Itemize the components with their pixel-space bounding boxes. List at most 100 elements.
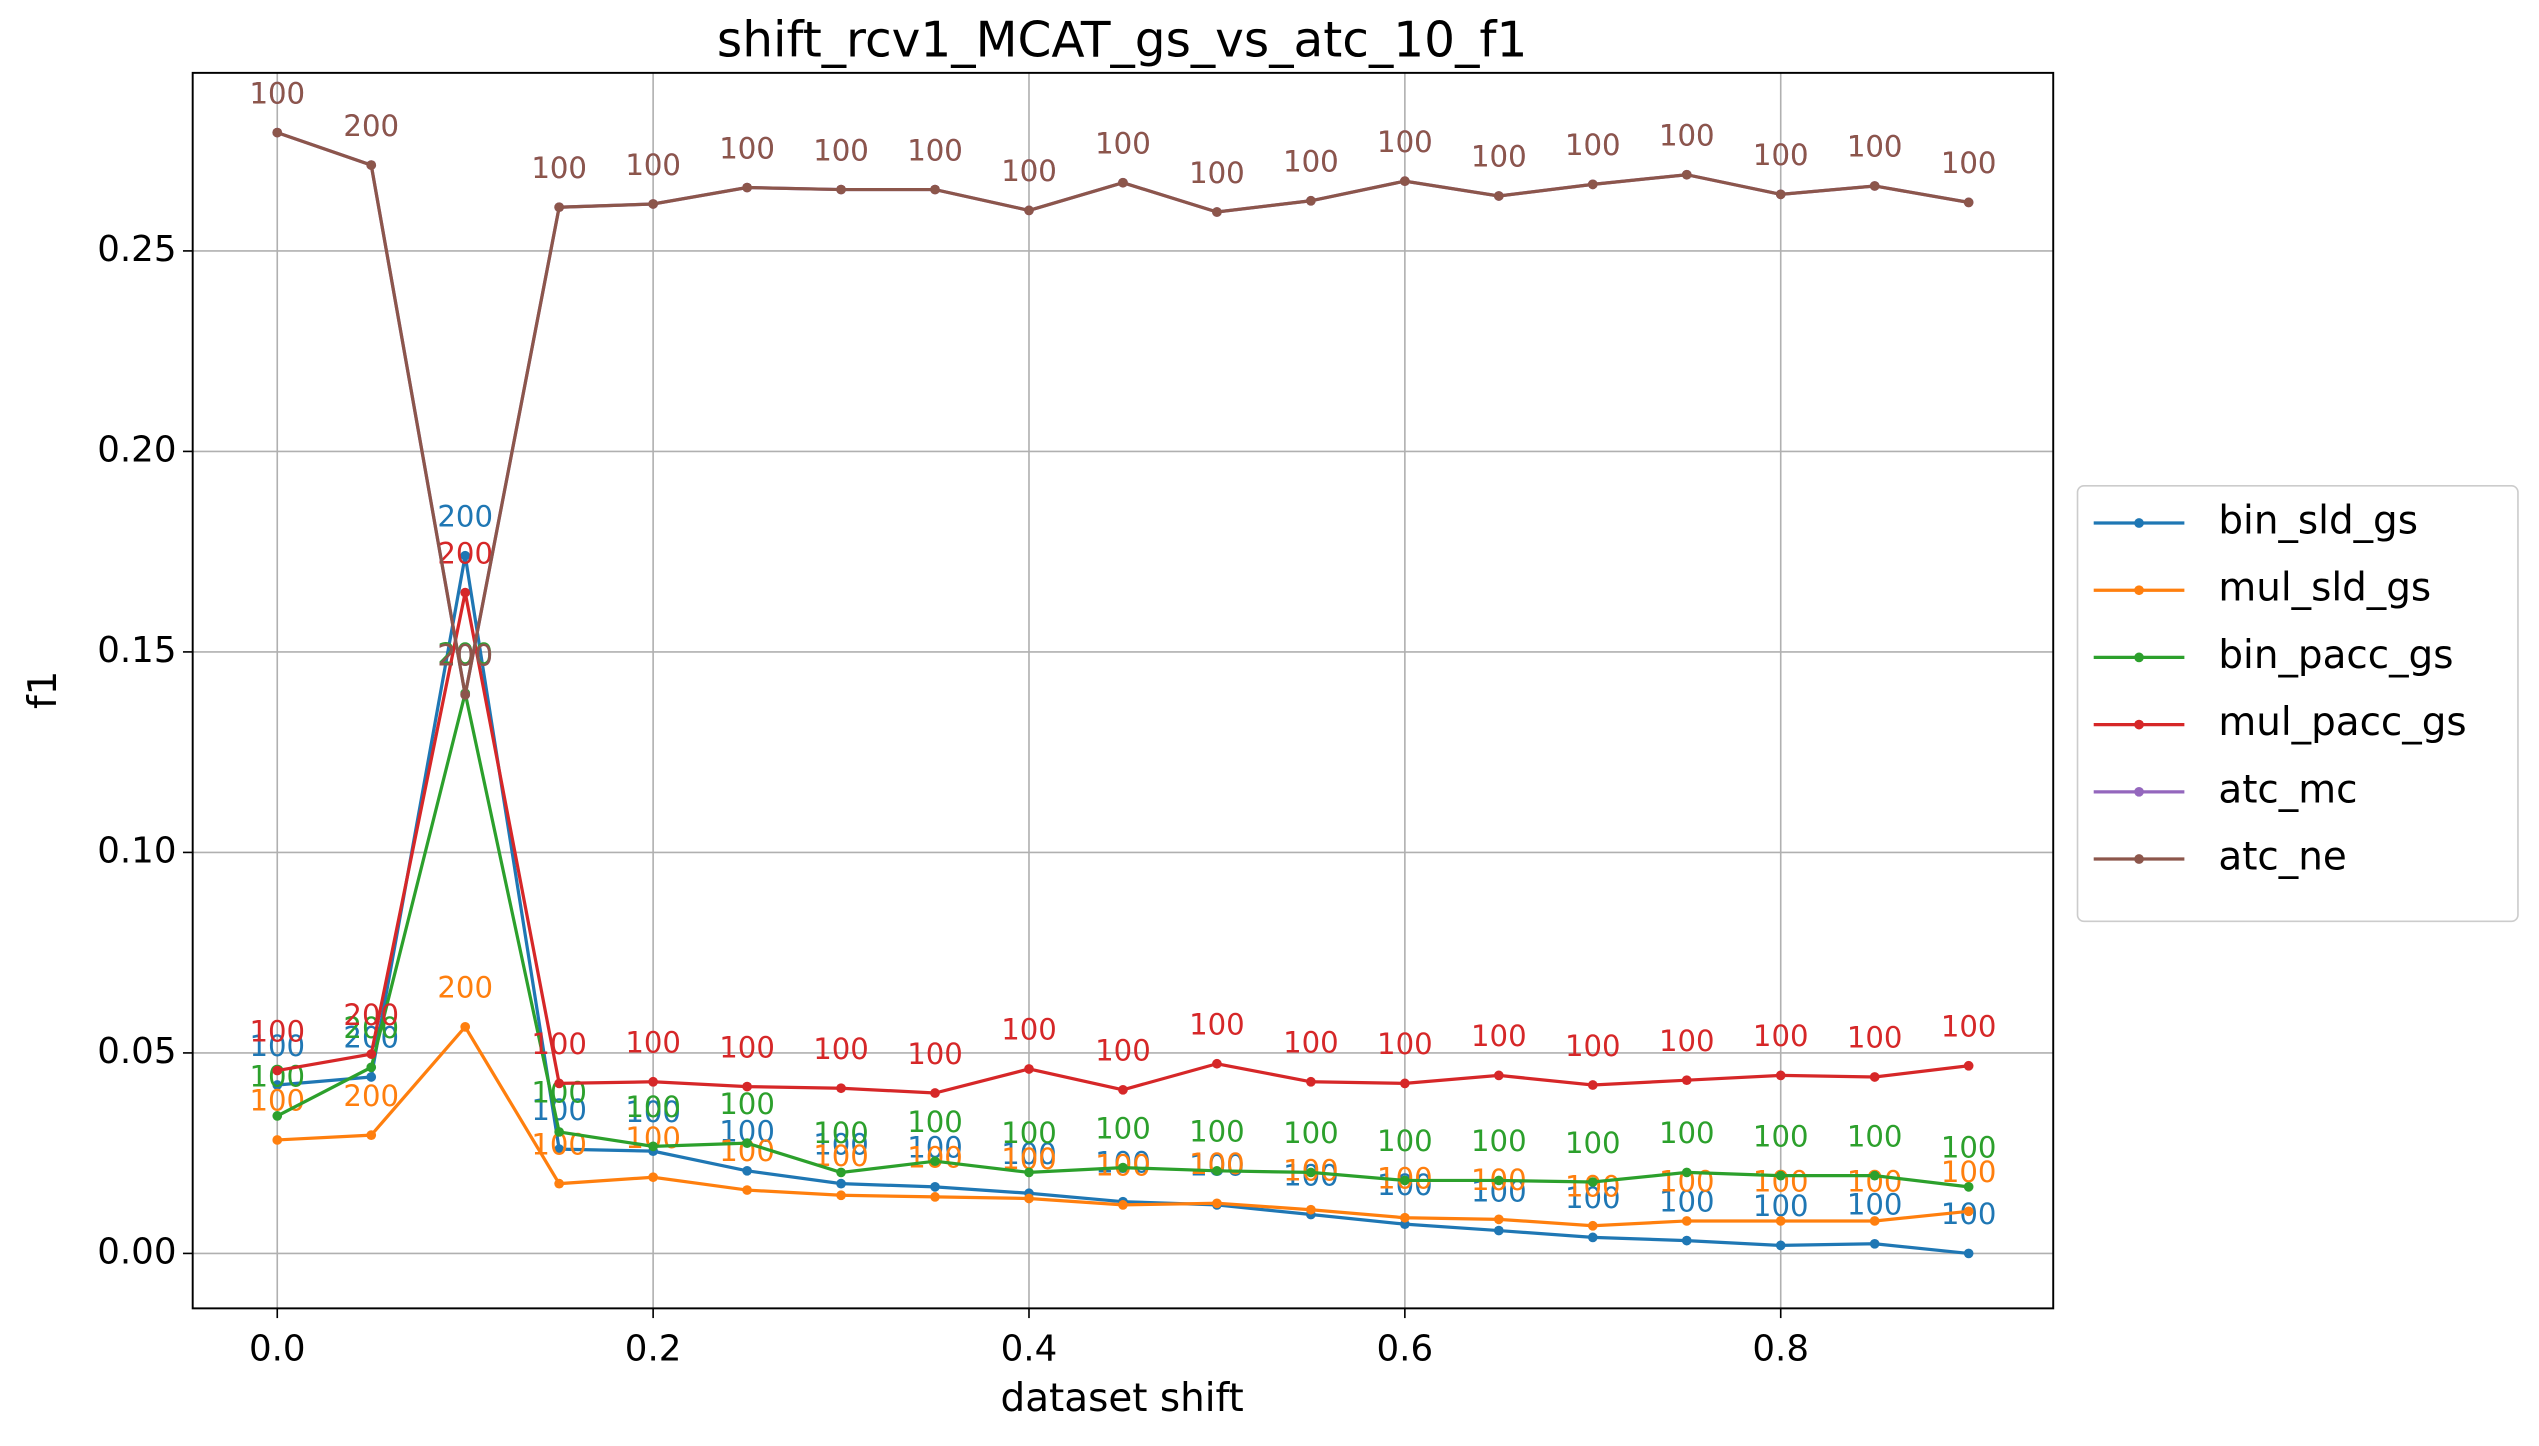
data-point (648, 1076, 658, 1087)
data-label: 100 (1095, 1034, 1151, 1068)
data-label: 100 (249, 1014, 305, 1048)
data-label: 200 (437, 536, 493, 570)
legend-marker (2134, 719, 2144, 730)
data-point (1587, 1080, 1598, 1090)
data-label: 100 (1471, 1124, 1527, 1158)
y-tick-label: 0.00 (97, 1231, 176, 1272)
data-label: 100 (1189, 1008, 1245, 1042)
data-point (366, 1062, 377, 1073)
data-label: 100 (249, 76, 305, 110)
data-label: 100 (1283, 145, 1339, 179)
data-label: 200 (437, 637, 493, 671)
y-axis-label: f1 (21, 671, 66, 709)
data-label: 100 (531, 1027, 587, 1061)
data-point (1869, 1238, 1880, 1249)
data-point (1587, 1220, 1598, 1231)
data-label: 100 (1377, 125, 1433, 159)
data-point (1869, 181, 1880, 191)
legend-label: atc_mc (2218, 767, 2357, 812)
data-label: 100 (531, 1093, 587, 1127)
data-label: 100 (625, 1090, 681, 1124)
data-label: 100 (813, 1127, 869, 1161)
data-label: 100 (1659, 1184, 1715, 1218)
data-point (1118, 1200, 1128, 1210)
data-point (1399, 1175, 1410, 1186)
data-label: 100 (1189, 1115, 1245, 1149)
data-point (836, 184, 846, 195)
data-label: 100 (531, 151, 587, 185)
data-point (1775, 1216, 1786, 1226)
data-point (1681, 1075, 1692, 1086)
data-label: 100 (1471, 1019, 1527, 1053)
data-point (1681, 1216, 1692, 1226)
data-point (1963, 1182, 1974, 1192)
data-label: 100 (1189, 156, 1245, 190)
data-point (1493, 1070, 1504, 1081)
data-label: 100 (1847, 130, 1903, 164)
data-label: 100 (1941, 1131, 1997, 1165)
data-label: 100 (1847, 130, 1903, 164)
data-point (836, 1178, 846, 1189)
data-point (648, 1172, 658, 1183)
data-point (742, 1185, 752, 1195)
legend-marker (2134, 585, 2144, 596)
data-point (648, 1141, 658, 1152)
x-axis-label: dataset shift (1001, 1376, 1244, 1421)
data-label: 100 (1753, 1119, 1809, 1153)
legend-box (2076, 484, 2519, 923)
data-label: 100 (1659, 118, 1715, 152)
data-label: 100 (1565, 1029, 1621, 1063)
data-point (836, 1190, 846, 1201)
x-tick-label: 0.4 (1001, 1328, 1058, 1369)
data-point (930, 1156, 940, 1167)
data-label: 100 (1659, 118, 1715, 152)
data-label: 200 (343, 998, 399, 1032)
data-label: 100 (1753, 138, 1809, 172)
data-point (1681, 1167, 1692, 1178)
data-point (366, 1049, 377, 1059)
data-point (1963, 1248, 1974, 1259)
data-point (1869, 1072, 1880, 1082)
data-point (1681, 1235, 1692, 1246)
data-label: 100 (1377, 1124, 1433, 1158)
y-tick-label: 0.10 (97, 830, 176, 871)
data-label: 100 (1283, 1116, 1339, 1150)
x-tick-label: 0.0 (249, 1328, 306, 1369)
data-point (1024, 205, 1034, 216)
data-point (1306, 1204, 1316, 1215)
data-point (1775, 1170, 1786, 1181)
series-line (276, 592, 1969, 1095)
data-label: 100 (1095, 126, 1151, 160)
data-point (836, 1167, 846, 1178)
data-point (272, 1135, 283, 1145)
data-point (836, 1083, 846, 1094)
data-label: 100 (625, 1095, 681, 1129)
data-label: 200 (437, 639, 493, 673)
data-point (1399, 1078, 1410, 1089)
data-label: 100 (719, 131, 775, 165)
data-label: 200 (437, 639, 493, 673)
y-tick-label: 0.15 (97, 630, 176, 671)
data-label: 100 (1189, 156, 1245, 190)
data-point (1493, 1225, 1504, 1236)
data-point (1118, 177, 1128, 188)
data-point (1963, 1060, 1974, 1071)
legend-label: mul_pacc_gs (2218, 700, 2466, 745)
data-point (930, 1088, 940, 1098)
data-label: 100 (1095, 1145, 1151, 1179)
data-point (272, 127, 283, 138)
series-line (276, 131, 1969, 696)
data-point (930, 1182, 940, 1192)
data-label: 100 (1941, 1010, 1997, 1044)
x-tick-label: 0.6 (1377, 1328, 1434, 1369)
data-point (1118, 1162, 1128, 1173)
legend-marker (2134, 518, 2144, 528)
x-tick-label: 0.2 (625, 1328, 682, 1369)
data-point (1869, 1216, 1880, 1226)
data-point (1869, 1170, 1880, 1181)
data-point (460, 550, 471, 561)
data-label: 100 (1753, 1019, 1809, 1053)
data-label: 100 (907, 1105, 963, 1139)
data-point (742, 1081, 752, 1092)
